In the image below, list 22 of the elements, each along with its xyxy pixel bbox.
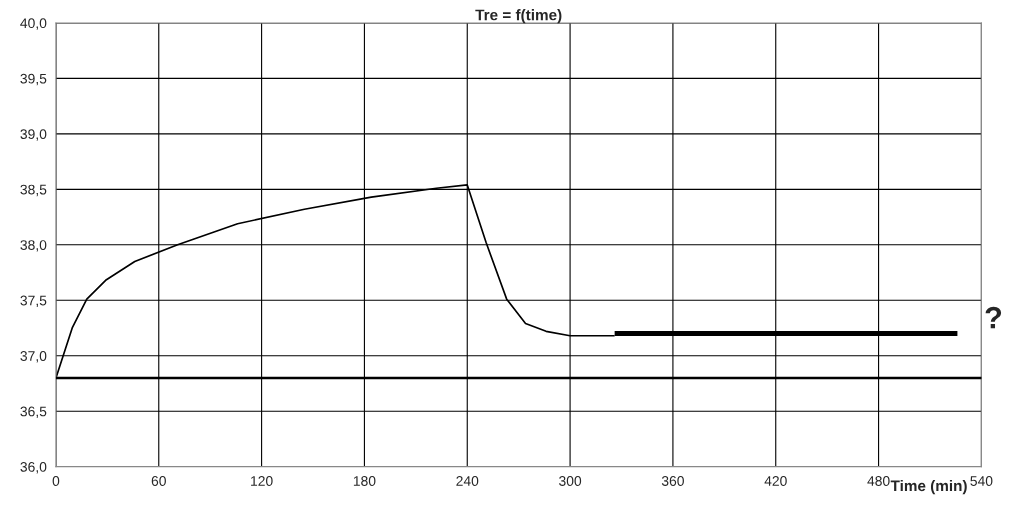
y-tick-label: 37,5 bbox=[20, 295, 47, 308]
x-tick-label: 480 bbox=[867, 476, 890, 486]
text: ? bbox=[985, 306, 1002, 329]
y-tick-label: 39,5 bbox=[20, 73, 47, 86]
x-tick-label: 120 bbox=[251, 476, 273, 486]
y-tick-label: 37,0 bbox=[20, 351, 47, 363]
x-tick-label: 60 bbox=[151, 476, 166, 486]
y-tick-label: 38,5 bbox=[20, 184, 47, 197]
x-tick-label: 240 bbox=[456, 476, 479, 486]
x-tick-label: 420 bbox=[764, 476, 787, 486]
x-axis-title: Time (min) bbox=[890, 479, 967, 495]
x-tick-label: 180 bbox=[353, 476, 376, 486]
x-tick-label: 360 bbox=[661, 476, 684, 486]
x-tick-label: 0 bbox=[52, 476, 60, 486]
x-tick-label: 300 bbox=[559, 476, 582, 486]
y-tick-label: 39,0 bbox=[20, 129, 47, 141]
y-tick-label: 38,0 bbox=[20, 240, 47, 252]
y-tick-label: 40,0 bbox=[20, 18, 47, 30]
x-tick-label: 540 bbox=[970, 476, 993, 486]
y-tick-label: 36,0 bbox=[20, 461, 47, 474]
y-tick-label: 36,5 bbox=[20, 406, 47, 418]
chart-title: Tre = f(time) bbox=[475, 9, 562, 24]
